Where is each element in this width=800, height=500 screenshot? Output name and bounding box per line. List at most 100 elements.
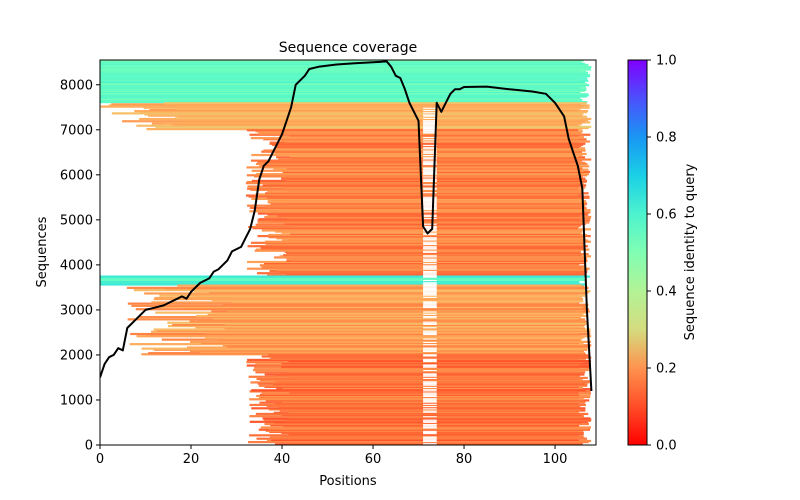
sequence-row [223,336,585,339]
sequence-row [255,363,580,366]
coverage-gap [423,303,437,306]
sequence-row [153,298,584,301]
coverage-gap [423,300,437,303]
coverage-gap [423,269,437,273]
colorbar-tick: 0.4 [647,285,677,300]
sequence-row [100,70,586,73]
sequence-row [278,406,580,409]
sequence-row [282,386,583,390]
y-tick: 0 [85,439,100,454]
sequence-row [257,382,585,385]
sequence-row [157,329,590,332]
sequence-row [222,344,592,347]
sequence-row [261,150,582,153]
coverage-band [246,354,592,445]
sequence-row [248,225,579,229]
coverage-gap [423,250,437,253]
coverage-gap [423,354,437,357]
sequence-row [285,252,589,256]
sequence-row [257,234,591,238]
sequence-row [151,122,583,125]
coverage-band [100,102,592,131]
sequence-row [250,137,579,140]
sequence-row [100,87,587,90]
sequence-row [100,282,580,285]
sequence-row [100,275,590,278]
sequence-row [260,246,583,249]
coverage-gap [423,197,437,201]
coverage-gap [423,419,437,422]
sequence-row [259,132,582,135]
coverage-gap [423,376,437,380]
coverage-gap [423,162,437,166]
sequence-row [250,241,584,244]
sequence-row [252,227,578,230]
coverage-band [126,284,592,356]
sequence-row [172,123,578,126]
sequence-row [100,280,580,283]
sequence-row [269,142,586,145]
sequence-row [100,76,580,79]
y-tick: 7000 [60,123,100,138]
sequence-row [155,311,588,314]
sequence-row [255,173,589,176]
y-tick: 4000 [60,258,100,273]
sequence-row [190,340,592,343]
coverage-gap [423,264,437,267]
coverage-gap [423,435,437,438]
sequence-row [149,108,579,112]
sequence-row [195,326,580,329]
sequence-row [108,104,590,107]
coverage-gap [423,249,437,252]
y-tick-label: 4000 [60,258,93,273]
coverage-gap [423,130,437,133]
coverage-gap [423,343,437,346]
sequence-row [268,408,581,411]
sequence-row [100,77,588,80]
sequence-row [246,361,583,364]
x-tick-label: 60 [365,452,382,467]
coverage-gap [423,241,437,244]
coverage-gap [423,430,437,434]
sequence-row [153,328,591,331]
y-tick-label: 6000 [60,168,93,183]
sequence-row [100,86,580,89]
coverage-gap [423,388,437,391]
coverage-gap [423,116,437,119]
sequence-row [194,290,591,293]
y-tick: 2000 [60,348,100,363]
sequence-row [256,272,584,275]
coverage-gap [423,347,437,350]
x-tick-label: 100 [543,452,568,467]
sequence-row [100,94,589,97]
y-tick: 5000 [60,213,100,228]
sequence-row [255,371,586,374]
coverage-gap [423,346,437,349]
coverage-gap [423,177,437,180]
coverage-gap [423,340,437,343]
coverage-gap [423,381,437,384]
sequence-row [231,300,584,303]
sequence-row [247,267,590,270]
sequence-row [163,121,591,124]
coverage-gap [423,426,437,429]
sequence-row [193,295,582,298]
coverage-gap [423,330,437,333]
y-tick: 6000 [60,168,100,183]
coverage-gap [423,438,437,441]
sequence-row [186,126,589,130]
sequence-row [260,395,591,399]
coverage-gap [423,442,437,445]
sequence-row [262,266,582,269]
coverage-gap [423,222,437,225]
sequence-row [204,337,583,340]
coverage-gap [423,126,437,130]
sequence-row [146,128,583,131]
coverage-gap [423,439,437,443]
sequence-row [139,117,592,121]
sequence-row [246,180,587,184]
sequence-row [218,339,582,342]
sequence-row [100,98,583,101]
coverage-gap [423,205,437,208]
